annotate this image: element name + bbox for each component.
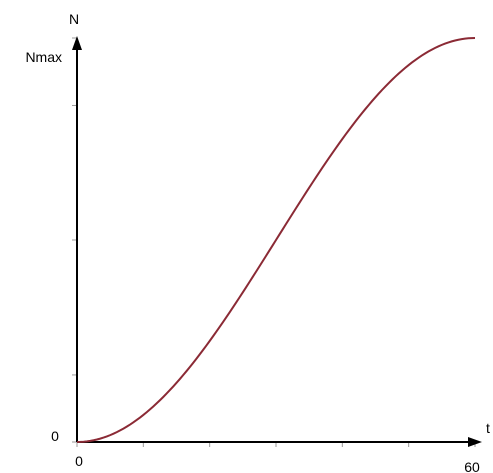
x-axis-origin-label: 0 [75, 453, 83, 469]
x-axis-end-label: 60 [464, 459, 480, 473]
x-axis-label: t [486, 420, 490, 436]
x-axis-arrow-icon [468, 437, 482, 447]
series-line [76, 37, 476, 443]
y-axis-label: N [69, 11, 79, 27]
y-axis-origin-label: 0 [51, 428, 59, 444]
y-axis-arrow-icon [72, 36, 82, 50]
y-axis-max-label: Nmax [25, 49, 62, 65]
